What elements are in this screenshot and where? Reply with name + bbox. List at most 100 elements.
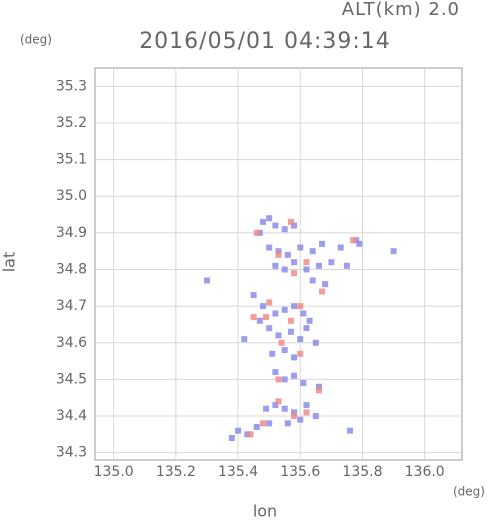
echo-cell — [347, 427, 354, 434]
echo-cell — [291, 409, 298, 416]
echo-cell — [272, 262, 279, 269]
echo-cell — [287, 317, 294, 324]
echo-cell — [356, 240, 363, 247]
chart-title: 2016/05/01 04:39:14 — [139, 29, 391, 54]
echo-cell — [309, 248, 316, 255]
echo-cell — [275, 251, 282, 258]
echo-cell — [259, 218, 266, 225]
echo-cell — [303, 325, 310, 332]
echo-cell — [315, 383, 322, 390]
echo-cell — [266, 215, 273, 222]
echo-cell — [291, 413, 298, 420]
echo-cell — [319, 240, 326, 247]
chart-subtitle: ALT(km) 2.0 — [342, 0, 460, 20]
y-tick-label: 34.3 — [56, 445, 87, 461]
x-tick-label: 135.8 — [342, 464, 382, 480]
echo-cell — [303, 259, 310, 266]
echo-cell — [291, 303, 298, 310]
x-unit: (deg) — [453, 485, 485, 499]
echo-cell — [266, 299, 273, 306]
echo-cell — [281, 376, 288, 383]
echo-cell — [272, 222, 279, 229]
y-tick-label: 34.4 — [56, 408, 87, 424]
x-tick-label: 135.2 — [156, 464, 196, 480]
echo-cell — [256, 229, 263, 236]
echo-cell — [287, 218, 294, 225]
echo-cell — [328, 259, 335, 266]
y-tick-label: 35.0 — [56, 188, 87, 204]
x-tick-label: 136.0 — [405, 464, 445, 480]
echo-cell — [303, 402, 310, 409]
echo-cell — [322, 281, 329, 288]
y-tick-label: 34.7 — [56, 298, 87, 314]
echo-cell — [291, 222, 298, 229]
echo-cell — [235, 427, 242, 434]
echo-cell — [247, 431, 254, 438]
echo-cell — [350, 237, 357, 244]
echo-cell — [291, 259, 298, 266]
x-tick-label: 135.6 — [280, 464, 320, 480]
x-tick-label: 135.4 — [218, 464, 258, 480]
echo-cell — [259, 420, 266, 427]
echo-cell — [259, 303, 266, 310]
echo-cell — [284, 420, 291, 427]
echo-cell — [275, 332, 282, 339]
echo-cell — [306, 317, 313, 324]
echo-cell — [353, 237, 360, 244]
echo-cell — [390, 248, 397, 255]
echo-cell — [297, 244, 304, 251]
echo-cell — [291, 354, 298, 361]
echo-cell — [272, 369, 279, 376]
y-tick-label: 35.1 — [56, 152, 87, 168]
echo-cell — [337, 244, 344, 251]
y-tick-label: 35.3 — [56, 78, 87, 94]
echo-cell — [266, 244, 273, 251]
echo-cell — [275, 398, 282, 405]
echo-cell — [244, 431, 251, 438]
x-axis-label: lon — [253, 502, 277, 521]
echo-cell — [266, 325, 273, 332]
echo-cell — [272, 310, 279, 317]
y-tick-label: 34.5 — [56, 371, 87, 387]
echo-cell — [291, 270, 298, 277]
echo-cell — [297, 416, 304, 423]
echo-cell — [256, 317, 263, 324]
echo-cell — [250, 314, 257, 321]
echo-cell — [269, 350, 276, 357]
echo-cell — [303, 409, 310, 416]
echo-cell — [281, 266, 288, 273]
y-tick-label: 35.2 — [56, 115, 87, 131]
echo-cell — [263, 314, 270, 321]
echo-cell — [228, 435, 235, 442]
echo-cell — [263, 405, 270, 412]
echo-cell — [266, 420, 273, 427]
echo-cell — [315, 387, 322, 394]
echo-cell — [315, 262, 322, 269]
y-tick-label: 34.9 — [56, 225, 87, 241]
echo-cell — [297, 336, 304, 343]
echo-cell — [281, 306, 288, 313]
echo-cell — [297, 303, 304, 310]
echo-cell — [278, 339, 285, 346]
echo-cell — [297, 350, 304, 357]
echo-cell — [309, 277, 316, 284]
echo-cell — [343, 262, 350, 269]
echo-cell — [250, 292, 257, 299]
y-tick-label: 34.6 — [56, 335, 87, 351]
echo-cell — [300, 380, 307, 387]
echo-cell — [203, 277, 210, 284]
echo-cell — [253, 229, 260, 236]
echo-cell — [312, 339, 319, 346]
echo-cell — [241, 336, 248, 343]
y-axis-label: lat — [0, 252, 19, 273]
y-tick-label: 34.8 — [56, 261, 87, 277]
echo-cell — [287, 328, 294, 335]
echo-cell — [312, 413, 319, 420]
echo-cell — [281, 226, 288, 233]
echo-cell — [291, 372, 298, 379]
echo-cell — [275, 248, 282, 255]
plot-frame — [94, 67, 463, 461]
y-unit: (deg) — [20, 33, 52, 47]
